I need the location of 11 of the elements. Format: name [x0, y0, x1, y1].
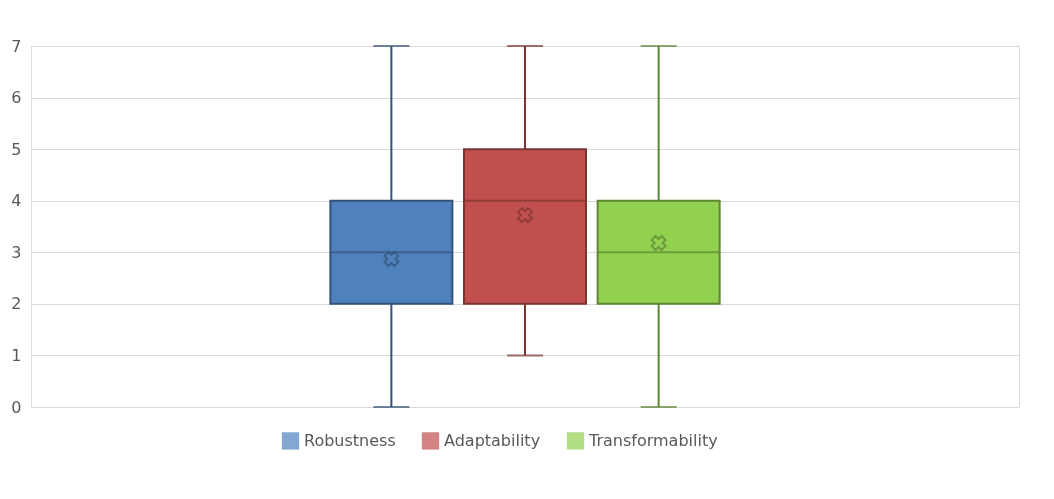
y-tick-label: 0 — [11, 397, 22, 417]
y-tick-label: 7 — [11, 36, 22, 56]
legend-label: Adaptability — [444, 430, 541, 450]
y-tick-label: 6 — [11, 88, 22, 108]
y-tick-label: 4 — [11, 191, 22, 211]
y-tick-label: 3 — [11, 242, 22, 262]
y-tick-label: 5 — [11, 139, 22, 159]
legend-label: Robustness — [304, 430, 396, 450]
y-tick-label: 1 — [11, 345, 22, 365]
y-tick-label: 2 — [11, 294, 22, 314]
legend-label: Transformability — [588, 430, 718, 450]
